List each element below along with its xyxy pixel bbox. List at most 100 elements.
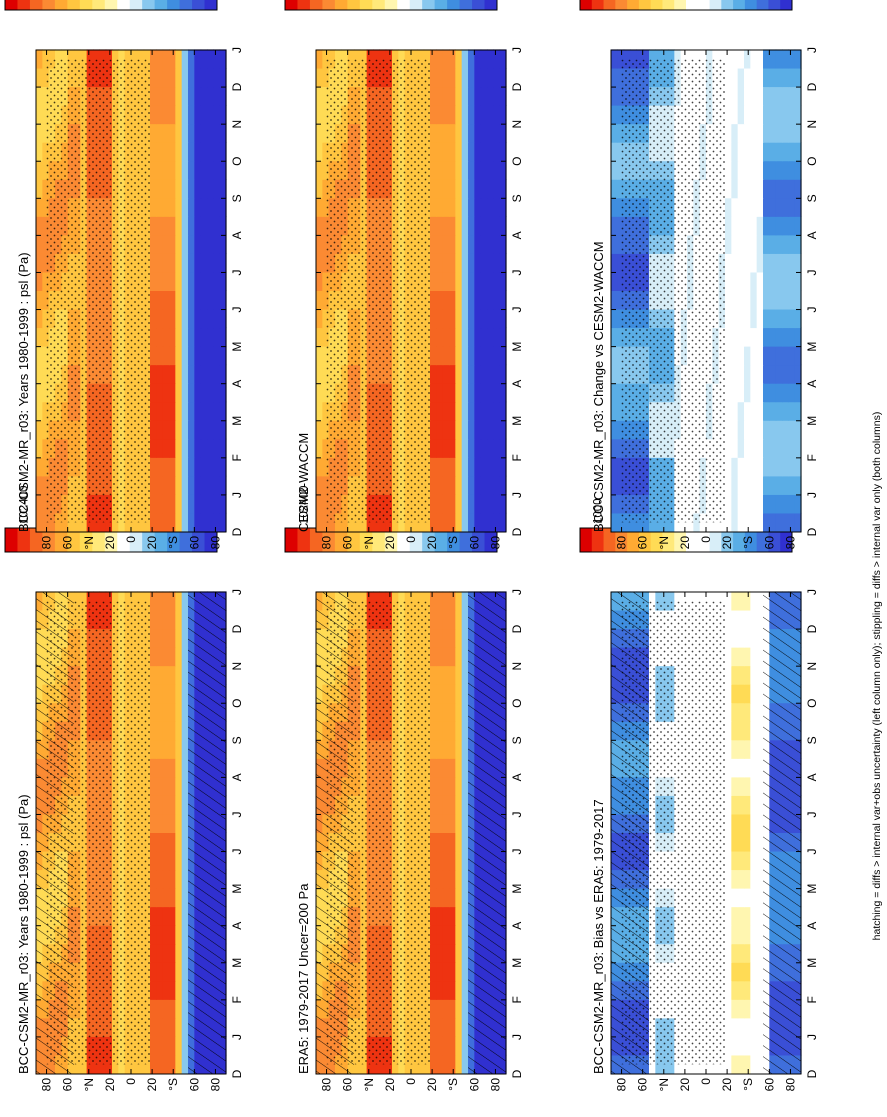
heatmap-cell xyxy=(182,420,189,439)
heatmap-cell xyxy=(150,666,157,685)
heatmap-cell xyxy=(201,327,208,346)
heatmap-cell xyxy=(175,513,182,532)
heatmap-cell xyxy=(182,327,189,346)
heatmap-cell xyxy=(36,142,43,161)
heatmap-cell xyxy=(757,513,764,532)
y-tick-label: °S xyxy=(166,1078,180,1091)
heatmap-cell xyxy=(201,457,208,476)
y-tick-label: 20 xyxy=(383,1078,397,1092)
heatmap-cell xyxy=(481,327,488,346)
heatmap-cell xyxy=(430,647,437,666)
heatmap-cell xyxy=(769,216,776,235)
heatmap-cell xyxy=(455,721,462,740)
heatmap-cell xyxy=(738,610,745,629)
heatmap-cell xyxy=(750,628,757,647)
heatmap-cell xyxy=(462,179,469,198)
heatmap-cell xyxy=(182,944,189,963)
heatmap-cell xyxy=(744,925,751,944)
heatmap-cell xyxy=(769,235,776,254)
heatmap-cell xyxy=(455,925,462,944)
heatmap-cell xyxy=(757,198,764,217)
heatmap-cell xyxy=(487,290,494,309)
heatmap-cell xyxy=(163,142,170,161)
heatmap-cell xyxy=(462,795,469,814)
heatmap-cell xyxy=(175,666,182,685)
heatmap-cell xyxy=(782,253,789,272)
heatmap-cell xyxy=(462,981,469,1000)
heatmap-cell xyxy=(156,161,163,180)
heatmap-cell xyxy=(207,272,214,291)
heatmap-cell xyxy=(163,86,170,105)
heatmap-cell xyxy=(175,476,182,495)
heatmap-cell xyxy=(738,216,745,235)
heatmap-cell xyxy=(201,216,208,235)
heatmap-cell xyxy=(207,420,214,439)
heatmap-cell xyxy=(201,198,208,217)
heatmap-cell xyxy=(731,814,738,833)
hatching-overlay-north xyxy=(36,592,74,1074)
heatmap-cell xyxy=(744,198,751,217)
stippling-overlay xyxy=(46,60,151,523)
heatmap-cell xyxy=(207,216,214,235)
heatmap-cell xyxy=(201,383,208,402)
heatmap-cell xyxy=(430,851,437,870)
heatmap-cell xyxy=(738,832,745,851)
y-tick-label: 60 xyxy=(187,536,201,550)
heatmap-cell xyxy=(455,68,462,87)
heatmap-cell xyxy=(731,513,738,532)
psl-panel-bcc-1980-1999: BCC-CSM2-MR_r03: Years 1980-1999 : psl (… xyxy=(5,0,244,549)
heatmap-cell xyxy=(455,758,462,777)
heatmap-cell xyxy=(316,253,323,272)
heatmap-cell xyxy=(443,179,450,198)
heatmap-cell xyxy=(430,346,437,365)
heatmap-cell xyxy=(468,86,475,105)
heatmap-cell xyxy=(213,346,220,365)
heatmap-cell xyxy=(474,198,481,217)
heatmap-cell xyxy=(468,68,475,87)
heatmap-cell xyxy=(156,402,163,421)
heatmap-cell xyxy=(776,476,783,495)
heatmap-cell xyxy=(150,198,157,217)
heatmap-cell xyxy=(169,888,176,907)
heatmap-cell xyxy=(487,105,494,124)
heatmap-cell xyxy=(738,795,745,814)
heatmap-cell xyxy=(462,907,469,926)
heatmap-cell xyxy=(493,309,500,328)
heatmap-cell xyxy=(207,253,214,272)
heatmap-cell xyxy=(611,253,618,272)
hatching-overlay-north xyxy=(316,592,354,1074)
colorbar-swatch xyxy=(30,0,43,10)
heatmap-cell xyxy=(449,610,456,629)
heatmap-cell xyxy=(455,628,462,647)
heatmap-cell xyxy=(188,383,195,402)
heatmap-cell xyxy=(782,383,789,402)
heatmap-cell xyxy=(449,1055,456,1074)
heatmap-cell xyxy=(731,591,738,610)
heatmap-cell xyxy=(163,457,170,476)
x-tick-label: D xyxy=(510,82,524,91)
heatmap-cell xyxy=(750,869,757,888)
heatmap-cell xyxy=(474,216,481,235)
heatmap-cell xyxy=(487,513,494,532)
heatmap-cell xyxy=(443,684,450,703)
heatmap-cell xyxy=(443,309,450,328)
heatmap-cell xyxy=(744,290,751,309)
heatmap-cell xyxy=(731,272,738,291)
heatmap-cell xyxy=(201,513,208,532)
x-tick-label: S xyxy=(510,194,524,202)
heatmap-cell xyxy=(462,925,469,944)
heatmap-cell xyxy=(175,272,182,291)
heatmap-cell xyxy=(430,721,437,740)
heatmap-cell xyxy=(493,216,500,235)
heatmap-cell xyxy=(455,216,462,235)
heatmap-cell xyxy=(731,309,738,328)
heatmap-cell xyxy=(207,309,214,328)
heatmap-cell xyxy=(487,68,494,87)
heatmap-cell xyxy=(201,346,208,365)
heatmap-cell xyxy=(163,365,170,384)
heatmap-cell xyxy=(776,235,783,254)
heatmap-cell xyxy=(169,327,176,346)
heatmap-cell xyxy=(493,439,500,458)
heatmap-cell xyxy=(201,420,208,439)
heatmap-cell xyxy=(731,740,738,759)
